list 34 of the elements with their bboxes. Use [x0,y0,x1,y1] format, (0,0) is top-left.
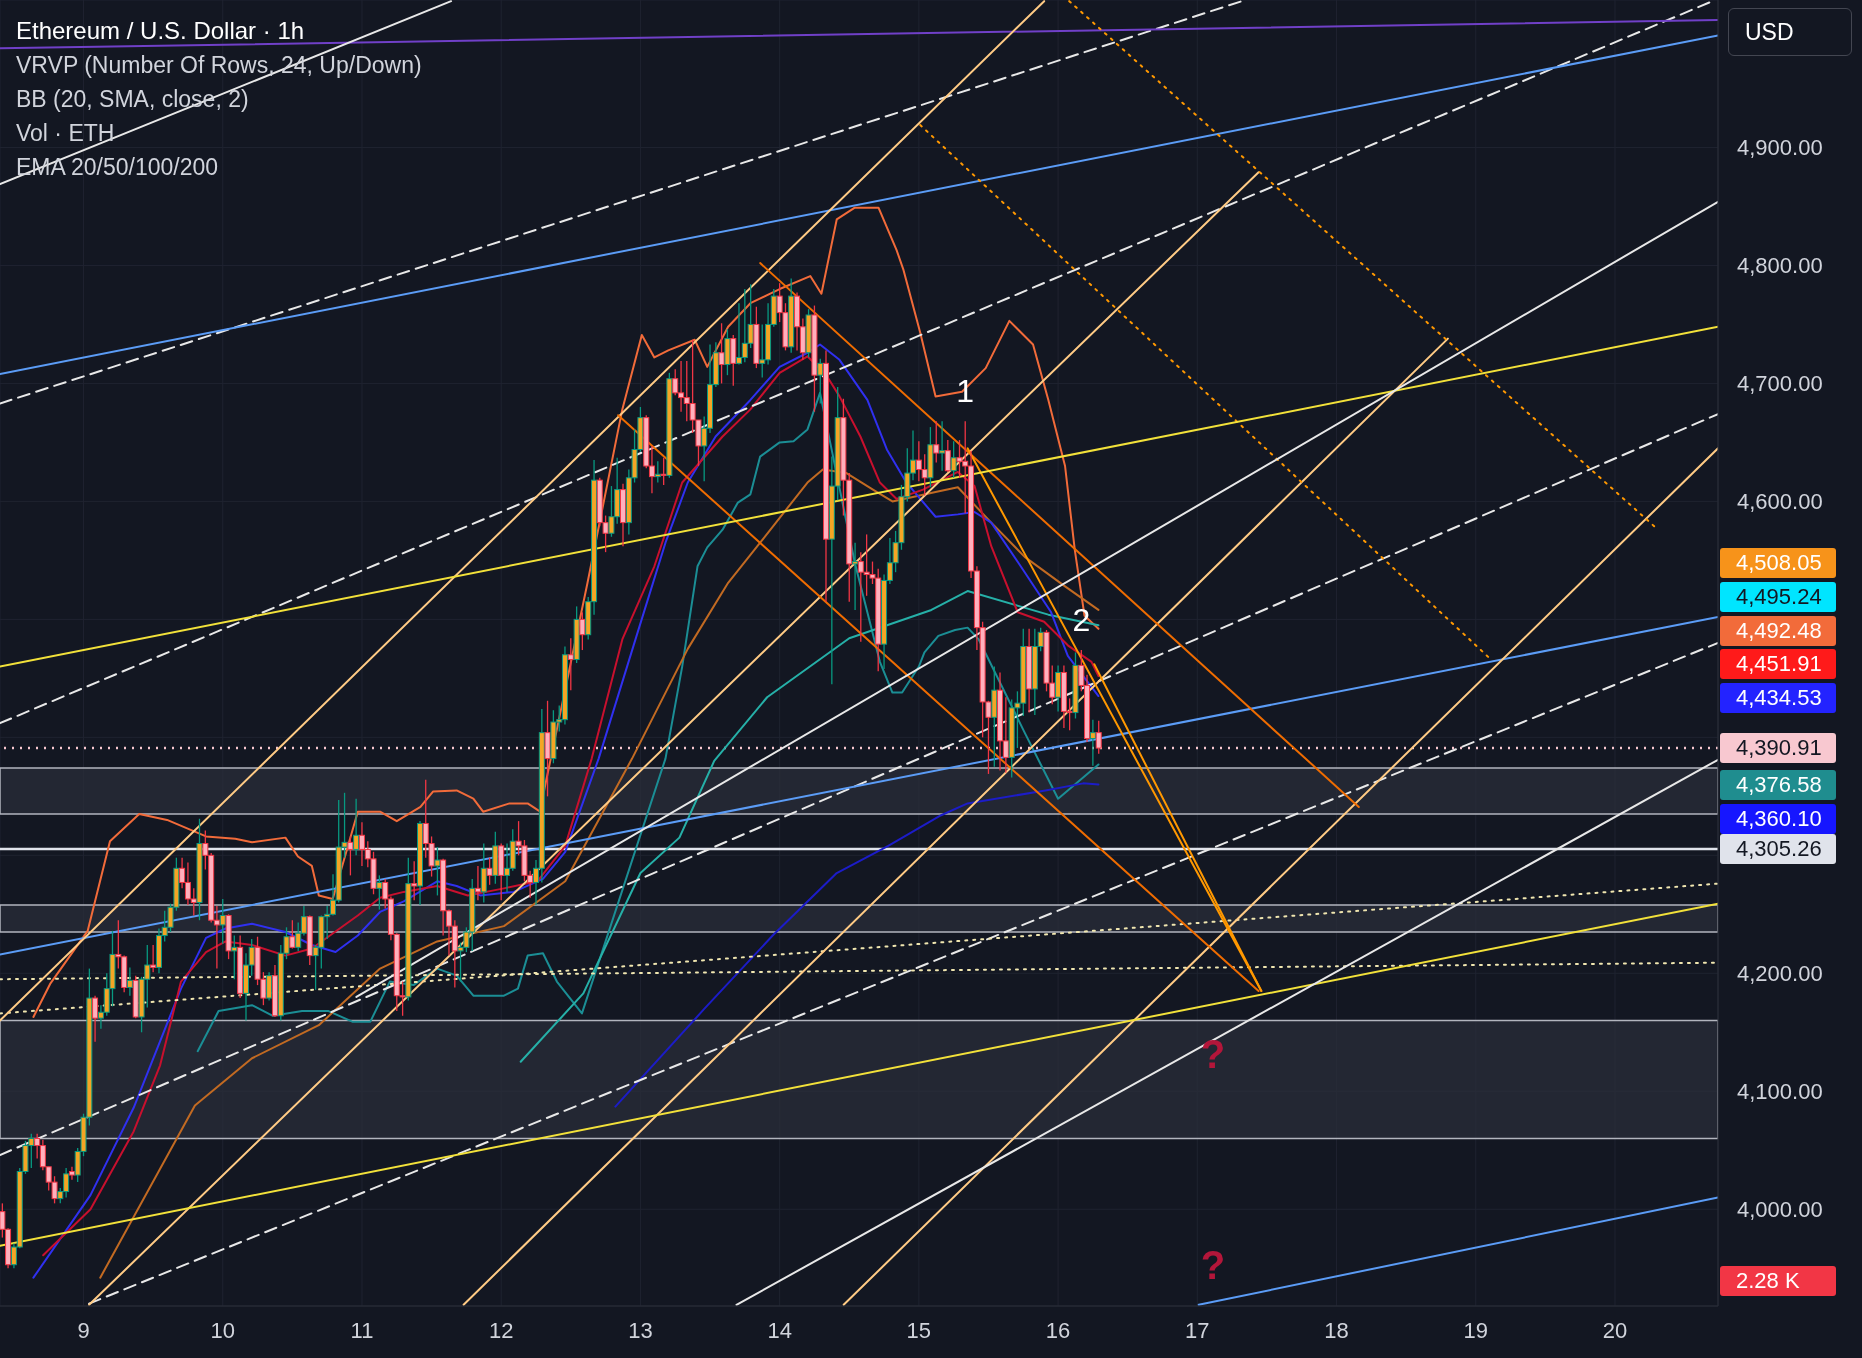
x-tick-label: 15 [906,1317,932,1343]
text: 4,451.91 [1720,649,1836,679]
y-tick-label: 4,600.00 [1737,489,1823,515]
x-tick-label: 16 [1045,1317,1071,1343]
y-tick-label: 4,700.00 [1737,371,1823,397]
x-tick-label: 19 [1463,1317,1488,1343]
text: 4,495.24 [1720,582,1836,612]
y-tick-label: 4,100.00 [1737,1078,1823,1104]
y-tick-label: 4,800.00 [1737,253,1823,279]
text: 4,492.48 [1720,616,1836,646]
text: 4,434.53 [1720,683,1836,713]
ref-line-label: 4,305.26 [1720,834,1836,865]
text: 4,508.05 [1720,548,1836,578]
annotation: Vol · ETH [16,119,116,148]
x-tick-label: 17 [1185,1317,1210,1343]
x-tick-label: 9 [77,1317,90,1343]
x-tick-label: 11 [350,1317,374,1343]
y-tick-label: 4,200.00 [1737,961,1823,987]
ref-line-label: 4,390.91 [1720,733,1836,764]
y-tick-label: 4,000.00 [1737,1196,1823,1222]
x-tick-label: 14 [767,1317,792,1343]
x-tick-label: 12 [488,1317,514,1343]
text: 4,376.58 [1720,770,1836,800]
x-tick-label: 10 [210,1317,235,1343]
text: Ethereum / U.S. Dollar · 1h [16,16,306,46]
y-axis-title: USD [1728,8,1852,56]
annotation: ? [1199,1243,1227,1287]
text: 4,360.10 [1720,804,1836,834]
text: 2.28 K [1720,1266,1836,1296]
x-tick-label: 13 [628,1317,653,1343]
x-tick-label: 18 [1324,1317,1349,1343]
x-tick-label: 20 [1602,1317,1628,1343]
annotation: ? [1199,1032,1227,1076]
y-tick-label: 4,900.00 [1737,135,1823,161]
